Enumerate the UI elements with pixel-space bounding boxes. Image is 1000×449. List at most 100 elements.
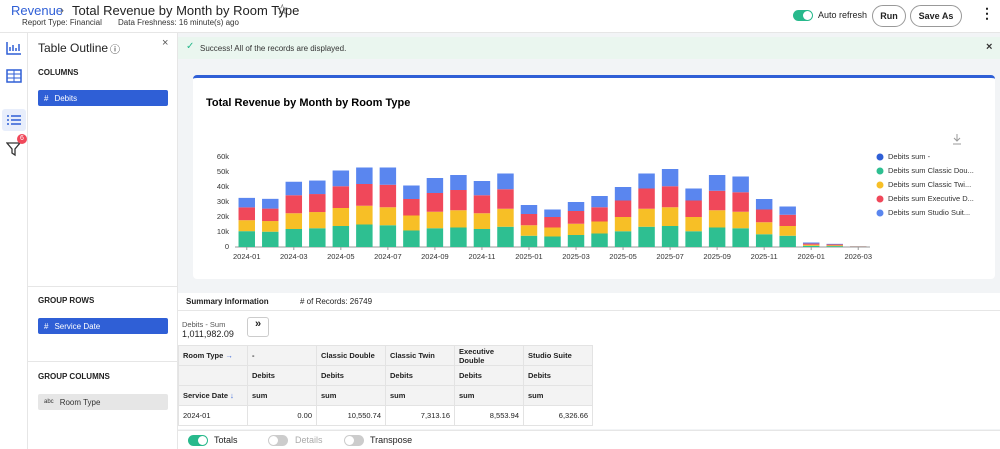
chart-icon[interactable]: [6, 41, 22, 55]
transpose-toggle[interactable]: [344, 435, 364, 446]
summary-bar: Summary Information # of Records: 26749: [178, 293, 1000, 311]
sidebar-title: Table Outline: [38, 41, 109, 55]
bar-segment: [450, 175, 467, 190]
x-tick-label: 2025-05: [609, 252, 637, 261]
y-tick-label: 40k: [217, 182, 229, 191]
bar-segment: [614, 200, 632, 217]
close-alert[interactable]: ×: [986, 41, 993, 53]
bar-segment: [285, 195, 303, 214]
cell: 0.00: [247, 405, 317, 426]
columns-label: COLUMNS: [38, 68, 79, 77]
group-column-chip[interactable]: abc Room Type: [38, 394, 168, 410]
bar-segment: [285, 181, 303, 196]
bar-segment: [685, 188, 702, 201]
bar-segment: [379, 207, 397, 226]
x-tick-label: 2025-01: [515, 252, 543, 261]
table-icon[interactable]: [6, 69, 22, 83]
bar-segment: [356, 167, 373, 184]
bar-segment: [614, 231, 632, 247]
bar-segment: [356, 224, 373, 247]
measure-header: Debits: [454, 365, 524, 386]
bar-segment: [708, 175, 726, 191]
bar-segment: [309, 212, 326, 229]
legend-marker: [876, 195, 884, 203]
bar-segment: [379, 184, 397, 208]
auto-refresh-toggle[interactable]: [793, 10, 813, 21]
x-tick-label: 2024-07: [374, 252, 402, 261]
bar-segment: [403, 199, 420, 216]
x-tick-label: 2024-05: [327, 252, 355, 261]
bar-segment: [473, 195, 491, 214]
more-menu[interactable]: ⋮: [980, 5, 994, 21]
list-icon: [7, 115, 21, 125]
column-chip[interactable]: # Debits: [38, 90, 168, 106]
breadcrumb[interactable]: Revenue: [11, 3, 64, 18]
star-icon[interactable]: ☆: [276, 1, 289, 17]
run-button[interactable]: Run: [872, 5, 906, 27]
bar-segment: [685, 231, 702, 247]
bar-segment: [826, 244, 843, 246]
totals-toggle[interactable]: [188, 435, 208, 446]
y-tick-label: 10k: [217, 227, 229, 236]
close-sidebar[interactable]: ×: [162, 37, 169, 49]
cell: 7,313.16: [385, 405, 455, 426]
bar-segment: [638, 173, 655, 189]
bar-segment: [356, 184, 373, 206]
bar-segment: [520, 235, 538, 247]
x-tick-label: 2025-11: [751, 252, 778, 261]
summary-title[interactable]: Summary Information: [186, 297, 269, 306]
legend-marker: [876, 167, 884, 175]
chip-label: Debits: [54, 93, 78, 103]
y-tick-label: 60k: [217, 152, 229, 161]
report-type: Report Type: Financial: [22, 18, 102, 27]
bar-segment: [473, 229, 491, 247]
details-toggle[interactable]: [268, 435, 288, 446]
sidebar: Table Outline ⓘ × COLUMNS # Debits GROUP …: [28, 33, 178, 449]
bar-segment: [779, 235, 796, 247]
chip-label: Service Date: [54, 321, 101, 331]
bar-segment: [403, 230, 420, 247]
bar-segment: [685, 217, 702, 232]
x-tick-label: 2024-11: [468, 252, 495, 261]
bar-segment: [567, 235, 585, 247]
bar-segment: [567, 223, 585, 235]
bar-segment: [450, 210, 467, 228]
type-icon: #: [44, 93, 49, 103]
bar-segment: [826, 246, 843, 247]
bar-segment: [591, 221, 608, 234]
header-text: Service Date: [183, 391, 229, 400]
bar-segment: [426, 178, 444, 193]
bar-segment: [379, 225, 397, 247]
bar-segment: [544, 236, 561, 247]
bar-segment: [450, 227, 467, 247]
bar-segment: [685, 200, 702, 217]
legend-label: Debits sum Classic Twi...: [888, 180, 971, 189]
save-as-button[interactable]: Save As: [910, 5, 962, 27]
bar-segment: [473, 181, 491, 196]
x-tick-label: 2026-03: [844, 252, 872, 261]
room-type-header: Room Type →: [178, 345, 248, 366]
bar-segment: [638, 208, 655, 227]
bar-segment: [638, 188, 655, 209]
x-tick-label: 2024-03: [280, 252, 308, 261]
x-tick-label: 2025-07: [656, 252, 684, 261]
agg-header: sum: [454, 385, 524, 406]
cell: 8,553.94: [454, 405, 524, 426]
download-icon[interactable]: [953, 134, 961, 145]
bar-segment: [708, 190, 726, 211]
group-row-chip[interactable]: # Service Date: [38, 318, 168, 334]
bar-segment: [332, 186, 350, 208]
bar-segment: [802, 244, 820, 246]
expand-button[interactable]: »: [247, 317, 269, 337]
chevron: ›: [60, 3, 64, 17]
measure-header: Debits: [523, 365, 593, 386]
bar-segment: [332, 170, 350, 187]
help-icon[interactable]: ⓘ: [110, 45, 120, 56]
bar-segment: [732, 176, 749, 193]
bar-segment: [473, 213, 491, 229]
legend-label: Debits sum -: [888, 152, 931, 161]
data-freshness: Data Freshness: 16 minute(s) ago: [118, 18, 239, 27]
bar-segment: [732, 192, 749, 212]
bar-segment: [638, 226, 655, 247]
